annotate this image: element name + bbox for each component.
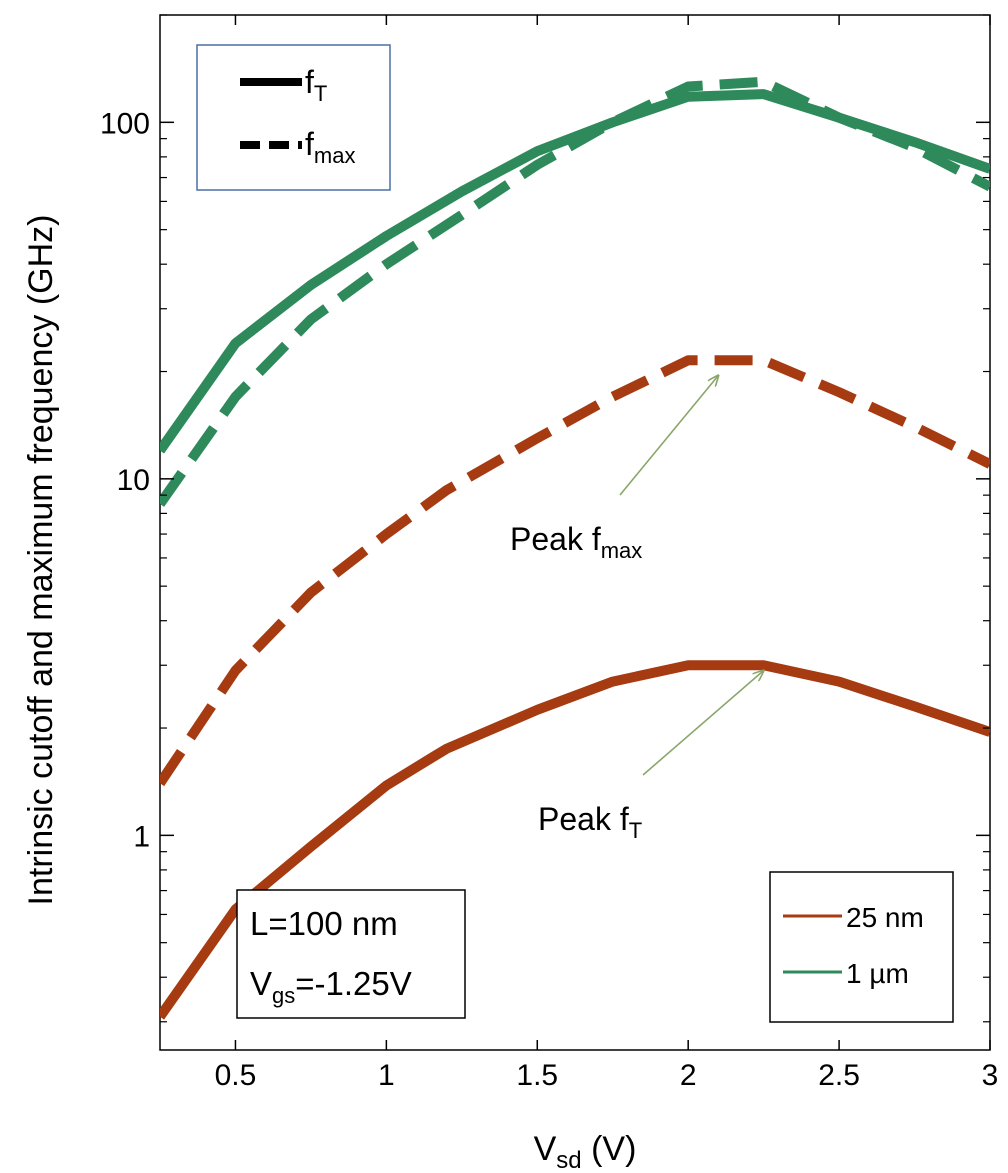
- x-tick-label: 1.5: [516, 1059, 558, 1092]
- x-tick-label: 1: [378, 1059, 395, 1092]
- annotation-label-ft: Peak fT: [538, 801, 642, 843]
- legend-box: [770, 872, 953, 1022]
- legend-series-color: 25 nm 1 µm: [770, 872, 953, 1022]
- x-tick-label: 3: [982, 1059, 999, 1092]
- annotation-arrow: [620, 375, 718, 495]
- legend-line-style: fT fmax: [197, 45, 390, 190]
- info-box-length: L=100 nm: [250, 905, 398, 942]
- x-axis-label: Vsd (V): [534, 1130, 637, 1173]
- annotation-label-fmax: Peak fmax: [510, 521, 642, 563]
- x-tick-label: 2: [680, 1059, 697, 1092]
- y-tick-label: 100: [100, 107, 150, 140]
- legend-label-1um: 1 µm: [846, 958, 909, 989]
- y-axis-label: Intrinsic cutoff and maximum frequency (…: [22, 215, 60, 906]
- info-box: L=100 nm Vgs=-1.25V: [237, 890, 465, 1018]
- legend-box: [197, 45, 390, 190]
- x-tick-label: 0.5: [215, 1059, 257, 1092]
- legend-label-25nm: 25 nm: [846, 902, 924, 933]
- x-tick-label: 2.5: [818, 1059, 860, 1092]
- y-tick-label: 10: [117, 464, 150, 497]
- annotation-arrow: [643, 671, 764, 775]
- y-tick-label: 1: [133, 820, 150, 853]
- annotation-peak-fmax: Peak fmax: [510, 375, 718, 563]
- series-line-red-fmax: [160, 360, 990, 783]
